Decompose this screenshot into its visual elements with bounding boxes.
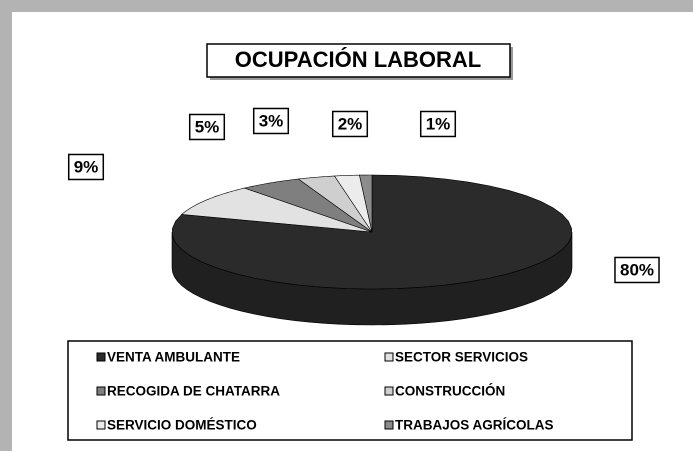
value-label: 9% [74,157,99,176]
value-label: 80% [620,260,654,279]
title-box [206,43,511,78]
legend-label: VENTA AMBULANTE [107,350,240,365]
pie-slice [333,174,373,233]
pie-slice [243,178,373,233]
legend-label: RECOGIDA DE CHATARRA [107,384,280,399]
value-label: 2% [338,114,363,133]
value-label-box [419,110,457,138]
value-label-box [188,113,226,141]
pie-slice [297,175,373,233]
legend-label: TRABAJOS AGRÍCOLAS [395,418,554,433]
legend-swatch [384,420,394,430]
legend-swatch [96,352,106,362]
legend-label: SERVICIO DOMÉSTICO [107,418,257,433]
legend-label: CONSTRUCCIÓN [395,384,505,399]
legend-swatch [384,386,394,396]
legend-box [67,340,633,441]
chart-title: OCUPACIÓN LABORAL [235,47,481,72]
legend-swatch [96,386,106,396]
pie-slice [181,187,373,233]
pie-slice [359,174,373,233]
value-label: 3% [259,111,284,130]
value-label: 5% [195,117,220,136]
value-label-box [67,153,105,181]
legend-swatch [384,352,394,362]
value-label-box [614,256,660,284]
legend-swatch [96,420,106,430]
value-label-box [252,107,290,135]
legend-label: SECTOR SERVICIOS [395,350,528,365]
value-label: 1% [426,114,451,133]
value-label-box [331,110,369,138]
